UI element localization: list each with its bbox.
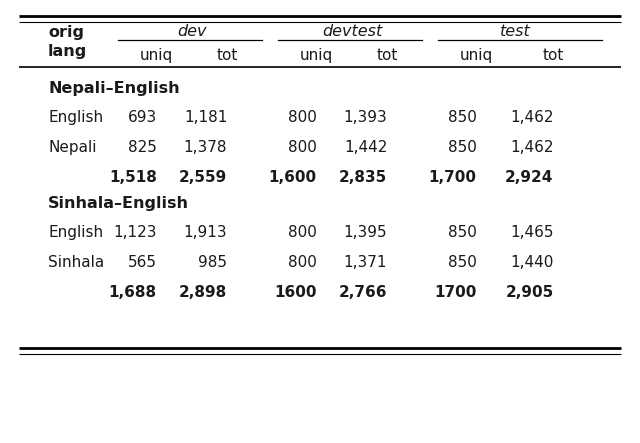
Text: 693: 693 bbox=[127, 110, 157, 125]
Text: 850: 850 bbox=[448, 110, 477, 125]
Text: 850: 850 bbox=[448, 255, 477, 270]
Text: 1,518: 1,518 bbox=[109, 170, 157, 185]
Text: 850: 850 bbox=[448, 140, 477, 155]
Text: uniq: uniq bbox=[300, 48, 333, 63]
Text: Sinhala–English: Sinhala–English bbox=[48, 196, 189, 211]
Text: 1,442: 1,442 bbox=[344, 140, 387, 155]
Text: 1,393: 1,393 bbox=[344, 110, 387, 125]
Text: 825: 825 bbox=[128, 140, 157, 155]
Text: 1,600: 1,600 bbox=[269, 170, 317, 185]
Text: English: English bbox=[48, 110, 103, 125]
Text: dev: dev bbox=[177, 23, 207, 39]
Text: 800: 800 bbox=[288, 140, 317, 155]
Text: English: English bbox=[48, 225, 103, 240]
Text: Nepali–English: Nepali–English bbox=[48, 81, 180, 96]
Text: 1,465: 1,465 bbox=[510, 225, 554, 240]
Text: 1600: 1600 bbox=[275, 285, 317, 300]
Text: 1,123: 1,123 bbox=[113, 225, 157, 240]
Text: test: test bbox=[500, 23, 531, 39]
Text: 2,835: 2,835 bbox=[339, 170, 387, 185]
Text: 1,462: 1,462 bbox=[510, 110, 554, 125]
Text: 1,395: 1,395 bbox=[344, 225, 387, 240]
Text: uniq: uniq bbox=[460, 48, 493, 63]
Text: tot: tot bbox=[543, 48, 564, 63]
Text: 2,924: 2,924 bbox=[505, 170, 554, 185]
Text: 1,913: 1,913 bbox=[184, 225, 227, 240]
Text: orig
lang: orig lang bbox=[48, 25, 87, 59]
Text: 1700: 1700 bbox=[435, 285, 477, 300]
Text: 2,905: 2,905 bbox=[506, 285, 554, 300]
Text: 2,766: 2,766 bbox=[339, 285, 387, 300]
Text: 1,378: 1,378 bbox=[184, 140, 227, 155]
Text: 565: 565 bbox=[128, 255, 157, 270]
Text: 1,181: 1,181 bbox=[184, 110, 227, 125]
Text: 1,462: 1,462 bbox=[510, 140, 554, 155]
Text: tot: tot bbox=[216, 48, 238, 63]
Text: tot: tot bbox=[376, 48, 398, 63]
Text: uniq: uniq bbox=[140, 48, 173, 63]
Text: Sinhala: Sinhala bbox=[48, 255, 104, 270]
Text: 985: 985 bbox=[198, 255, 227, 270]
Text: 2,898: 2,898 bbox=[179, 285, 227, 300]
Text: 800: 800 bbox=[288, 110, 317, 125]
Text: 1,688: 1,688 bbox=[109, 285, 157, 300]
Text: 850: 850 bbox=[448, 225, 477, 240]
Text: Nepali: Nepali bbox=[48, 140, 97, 155]
Text: 2,559: 2,559 bbox=[179, 170, 227, 185]
Text: devtest: devtest bbox=[322, 23, 382, 39]
Text: 1,440: 1,440 bbox=[510, 255, 554, 270]
Text: 1,700: 1,700 bbox=[429, 170, 477, 185]
Text: 800: 800 bbox=[288, 225, 317, 240]
Text: 800: 800 bbox=[288, 255, 317, 270]
Text: 1,371: 1,371 bbox=[344, 255, 387, 270]
